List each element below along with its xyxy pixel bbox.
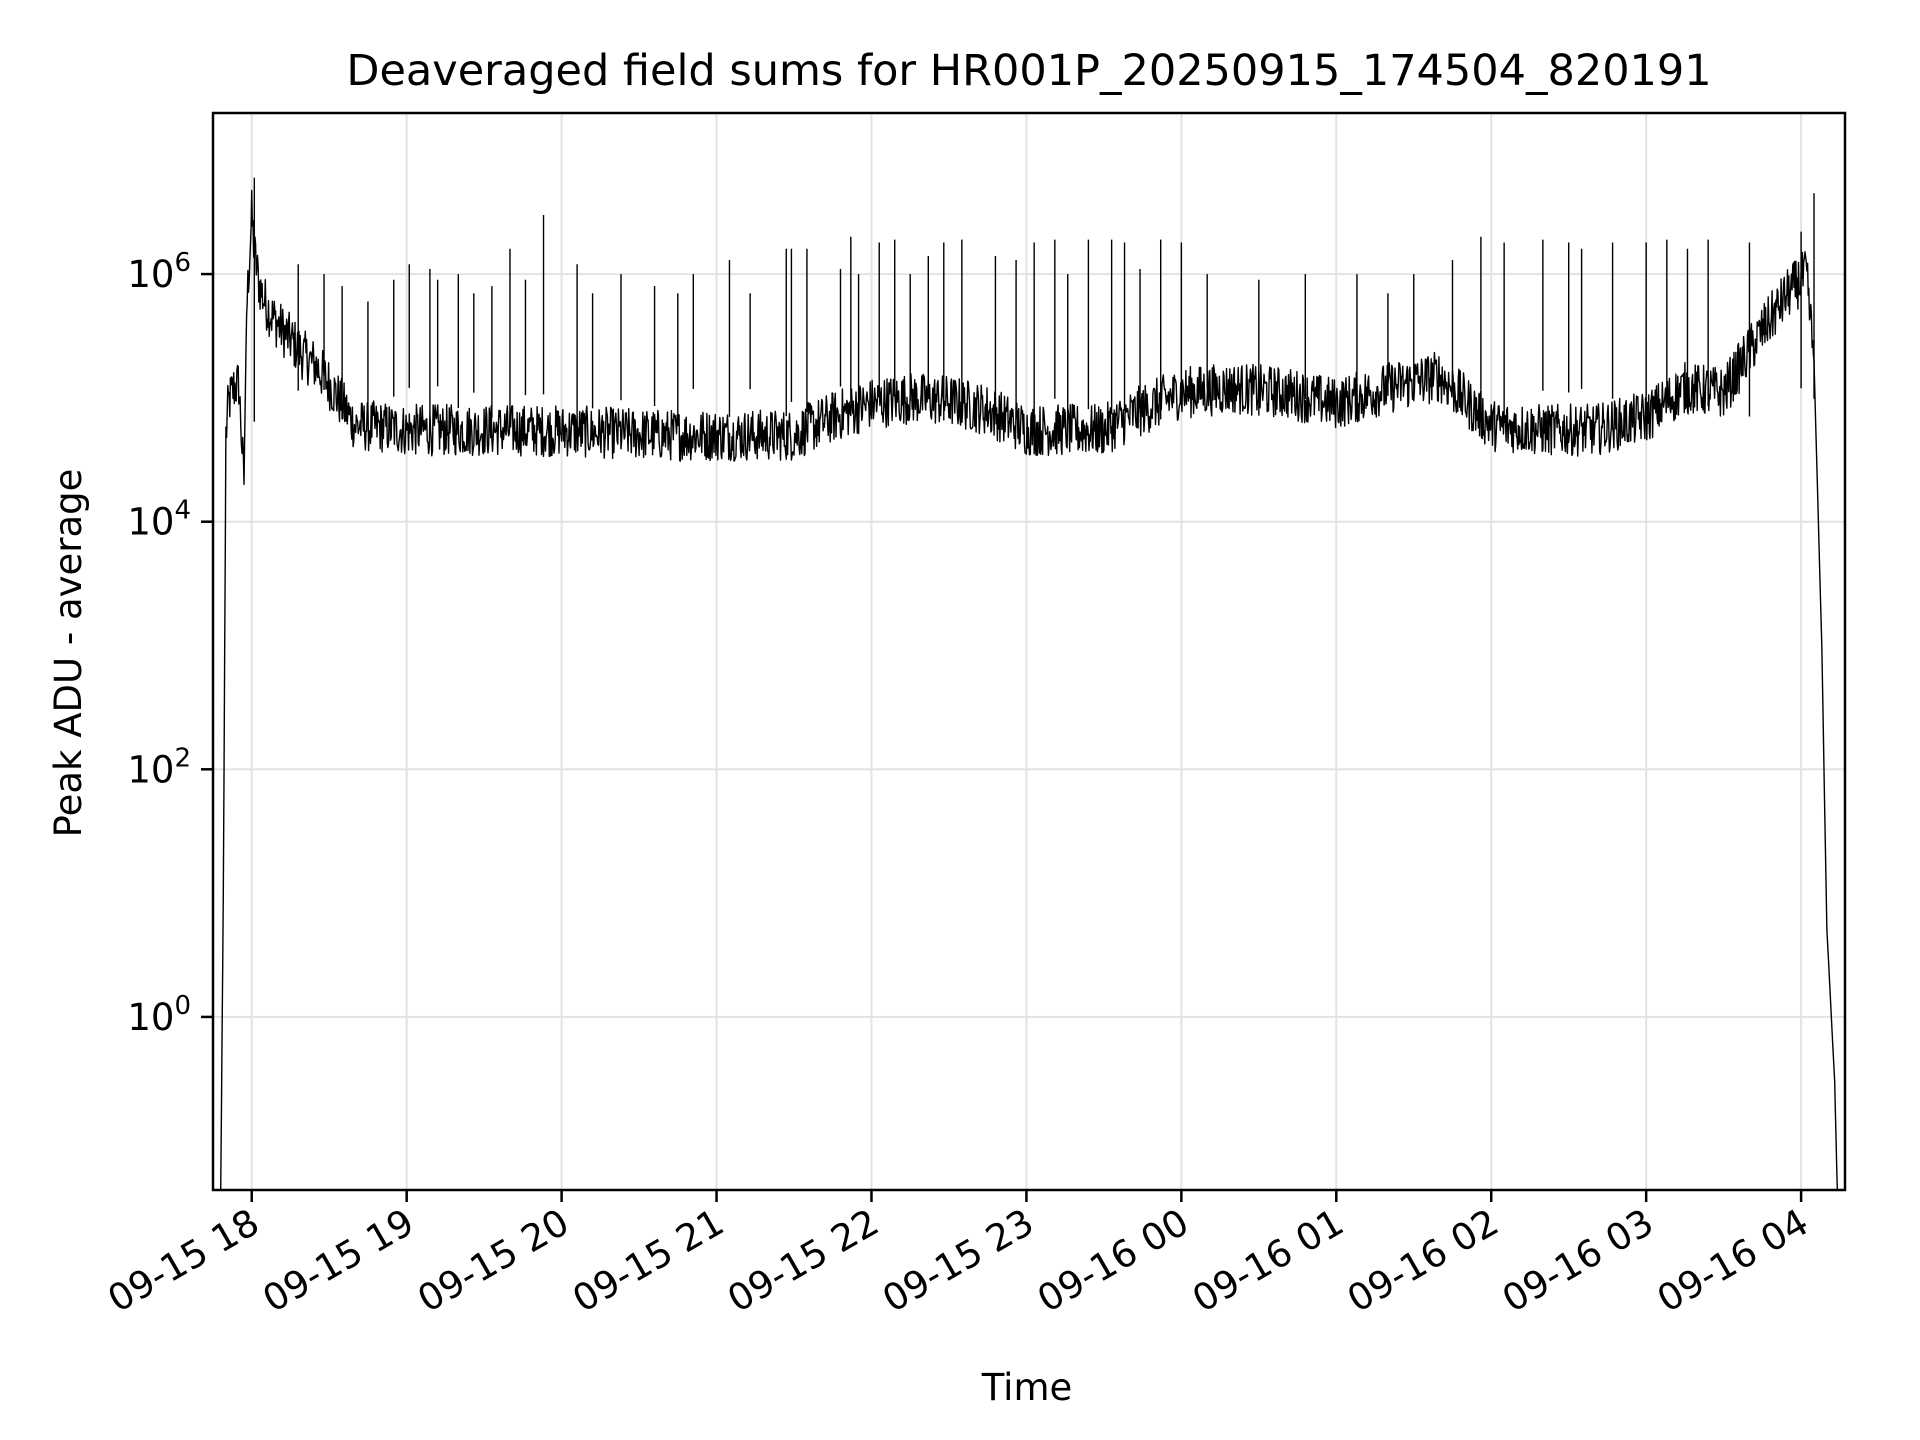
y-tick-label: 104 bbox=[127, 496, 191, 544]
x-tick-label: 09-16 02 bbox=[1340, 1201, 1506, 1321]
y-tick-label: 100 bbox=[127, 991, 191, 1039]
x-tick-label: 09-16 01 bbox=[1185, 1201, 1351, 1321]
x-tick-label: 09-16 04 bbox=[1650, 1201, 1816, 1321]
y-tick-label: 102 bbox=[127, 743, 191, 791]
y-tick-base: 10 bbox=[127, 996, 174, 1039]
y-tick-exponent: 2 bbox=[174, 743, 191, 773]
x-tick-label: 09-16 03 bbox=[1495, 1201, 1661, 1321]
series-line bbox=[220, 189, 1838, 1191]
x-tick-label: 09-15 23 bbox=[875, 1201, 1041, 1321]
y-tick-exponent: 6 bbox=[174, 248, 191, 278]
x-tick-label: 09-16 00 bbox=[1030, 1201, 1196, 1321]
x-tick-label: 09-15 22 bbox=[720, 1201, 886, 1321]
series-layer bbox=[220, 177, 1838, 1191]
x-axis-label: Time bbox=[981, 1366, 1073, 1409]
y-axis-label: Peak ADU - average bbox=[47, 469, 90, 838]
y-tick-label: 106 bbox=[127, 248, 191, 296]
y-tick-exponent: 4 bbox=[174, 496, 191, 526]
x-tick-label: 09-15 21 bbox=[565, 1201, 731, 1321]
x-tick-label: 09-15 19 bbox=[256, 1201, 422, 1321]
chart-title: Deaveraged field sums for HR001P_2025091… bbox=[346, 46, 1711, 96]
x-tick-label: 09-15 20 bbox=[411, 1201, 577, 1321]
y-tick-base: 10 bbox=[127, 501, 174, 544]
y-tick-base: 10 bbox=[127, 748, 174, 791]
y-tick-exponent: 0 bbox=[174, 991, 191, 1021]
plot-frame bbox=[211, 111, 1847, 1192]
y-tick-base: 10 bbox=[127, 253, 174, 296]
x-tick-label: 09-15 18 bbox=[101, 1201, 267, 1321]
